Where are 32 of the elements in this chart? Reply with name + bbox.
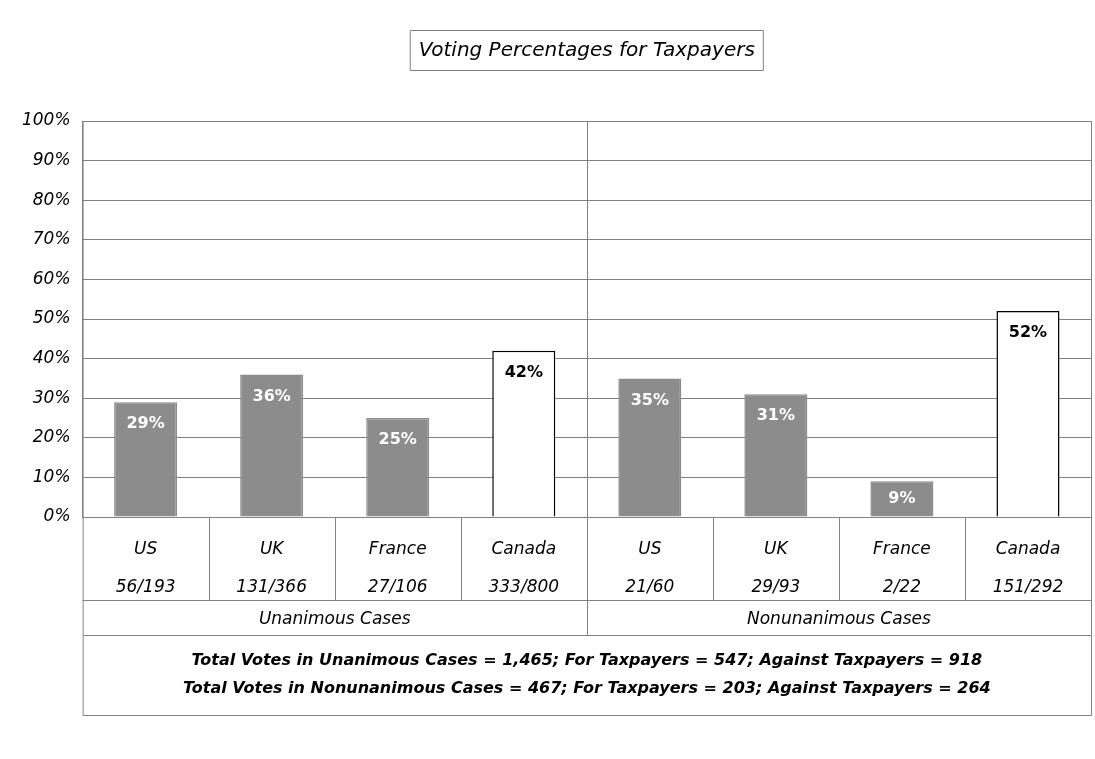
x-tick-label: UK 131/366 (236, 538, 308, 597)
data-label: 35% (630, 389, 669, 409)
x-tick-label: US 21/60 (625, 538, 675, 597)
y-tick-label: 20% (32, 426, 71, 447)
data-label: 42% (504, 361, 543, 381)
text: Nonunanimous Cases (746, 608, 931, 629)
chart-title: Voting Percentages for Taxpayers (418, 37, 755, 62)
y-tick-label: 40% (32, 347, 71, 368)
data-label: 31% (756, 405, 796, 425)
y-tick-label: 100% (21, 109, 71, 130)
y-tick-label: 0% (43, 505, 71, 526)
y-tick-label: 10% (32, 465, 71, 486)
x-tick-label: US 56/193 (115, 538, 176, 597)
y-tick-label: 80% (32, 188, 71, 209)
x-tick-label: Canada 333/800 (488, 538, 560, 597)
data-label: 36% (252, 385, 291, 405)
text: Total Votes in Unanimous Cases = 1,465; For Taxpayers = 547; Against Taxpayers = 918 (191, 650, 983, 670)
data-label: 29% (126, 413, 165, 433)
data-label: 52% (1008, 322, 1048, 342)
y-tick-label: 70% (32, 228, 71, 249)
x-tick-label: Canada 151/292 (992, 538, 1064, 597)
x-tick-label: France 27/106 (367, 538, 428, 597)
y-tick-label: 30% (32, 386, 71, 407)
text: Total Votes in Nonunanimous Cases = 467; For Taxpayers = 203; Against Taxpayers = 264 (182, 678, 991, 698)
y-tick-label: 50% (32, 307, 71, 328)
data-label: 9% (888, 488, 916, 508)
y-tick-label: 90% (32, 149, 71, 170)
x-tick-label: France 2/22 (873, 538, 931, 597)
x-tick-label: UK 29/93 (751, 538, 801, 597)
y-tick-label: 60% (32, 267, 71, 288)
text: Unanimous Cases (258, 608, 411, 629)
data-label: 25% (378, 429, 417, 449)
